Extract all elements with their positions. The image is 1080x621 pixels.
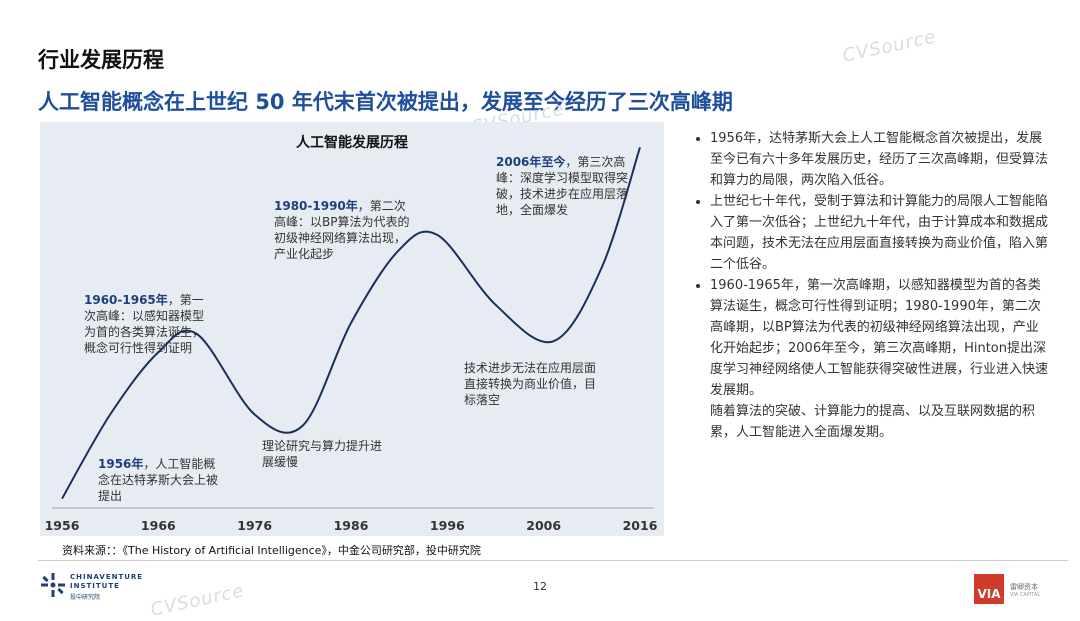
annotation-title: 1980-1990年 <box>274 199 358 213</box>
ai-history-chart: 人工智能发展历程 1956年，人工智能概念在达特茅斯大会上被提出 1960-19… <box>40 122 664 536</box>
bullet-item: 1960-1965年，第一次高峰期，以感知器模型为首的各类算法诞生，概念可行性得… <box>710 275 1050 401</box>
x-tick-label: 2016 <box>622 518 658 533</box>
bullet-item: 1956年，达特茅斯大会上人工智能概念首次被提出，发展至今已有六十多年发展历史，… <box>710 128 1050 191</box>
annotation-first-trough: 理论研究与算力提升进展缓慢 <box>262 438 390 470</box>
via-logo-mark: VIA <box>974 574 1004 604</box>
x-tick-label: 2006 <box>526 518 562 533</box>
footer-divider <box>38 560 1068 561</box>
chart-svg <box>52 147 654 509</box>
page-number: 12 <box>533 580 547 593</box>
logo-line3: 投中研究院 <box>70 594 101 601</box>
chart-title: 人工智能发展历程 <box>296 135 408 151</box>
logo-line1: CHINAVENTURE <box>70 573 144 581</box>
annotation-text: 理论研究与算力提升进展缓慢 <box>262 439 383 469</box>
annotation-text: ，第二次高峰：以BP算法为代表的初级神经网络算法出现，产业化起步 <box>274 199 410 261</box>
x-tick-label: 1996 <box>429 518 465 533</box>
x-tick-label: 1956 <box>44 518 80 533</box>
x-tick-label: 1976 <box>237 518 273 533</box>
source-note: 资料来源：：《The History of Artificial Intelli… <box>62 544 481 557</box>
annotation-third-peak: 2006年至今，第三次高峰：深度学习模型取得突破，技术进步在应用层落地，全面爆发 <box>496 154 638 218</box>
trend-line <box>61 147 641 500</box>
annotation-title: 2006年至今 <box>496 155 566 169</box>
annotation-title: 1956年 <box>98 457 144 471</box>
summary-bullets: 1956年，达特茅斯大会上人工智能概念首次被提出，发展至今已有六十多年发展历史，… <box>690 128 1050 443</box>
bullet-item: 上世纪七十年代，受制于算法和计算能力的局限人工智能陷入了第一次低谷；上世纪九十年… <box>710 191 1050 275</box>
via-capital-logo: VIA 雷卿资本 VIA CAPITAL <box>968 570 1078 608</box>
annotation-text: ，第一次高峰：以感知器模型为首的各类算法诞生，概念可行性得到证明 <box>84 293 205 355</box>
annotation-second-trough: 技术进步无法在应用层面直接转换为商业价值，目标落空 <box>464 360 604 408</box>
page-headline: 人工智能概念在上世纪 50 年代末首次被提出，发展至今经历了三次高峰期 <box>38 90 733 114</box>
annotation-first-peak: 1960-1965年，第一次高峰：以感知器模型为首的各类算法诞生，概念可行性得到… <box>84 292 208 356</box>
summary-text: 1956年，达特茅斯大会上人工智能概念首次被提出，发展至今已有六十多年发展历史，… <box>690 128 1050 443</box>
logo-line2: INSTITUTE <box>70 582 120 590</box>
via-logo-line2: VIA CAPITAL <box>1010 592 1041 598</box>
annotation-second-peak: 1980-1990年，第二次高峰：以BP算法为代表的初级神经网络算法出现，产业化… <box>274 198 414 262</box>
annotation-text: 技术进步无法在应用层面直接转换为商业价值，目标落空 <box>464 361 597 407</box>
chinaventure-logo: CHINAVENTURE INSTITUTE 投中研究院 <box>40 570 150 602</box>
chinaventure-logo-icon <box>41 573 65 597</box>
annotation-title: 1960-1965年 <box>84 293 168 307</box>
annotation-1956: 1956年，人工智能概念在达特茅斯大会上被提出 <box>98 456 226 504</box>
watermark: CVSource <box>840 26 939 67</box>
x-tick-label: 1966 <box>140 518 176 533</box>
section-title: 行业发展历程 <box>38 48 164 72</box>
bullet-tail: 随着算法的突破、计算能力的提高、以及互联网数据的积累，人工智能进入全面爆发期。 <box>710 404 1036 440</box>
x-tick-label: 1986 <box>333 518 369 533</box>
annotation-text: ，第三次高峰：深度学习模型取得突破，技术进步在应用层落地，全面爆发 <box>496 155 629 217</box>
annotation-text: ，人工智能概念在达特茅斯大会上被提出 <box>98 457 219 503</box>
via-logo-line1: 雷卿资本 <box>1010 583 1038 591</box>
